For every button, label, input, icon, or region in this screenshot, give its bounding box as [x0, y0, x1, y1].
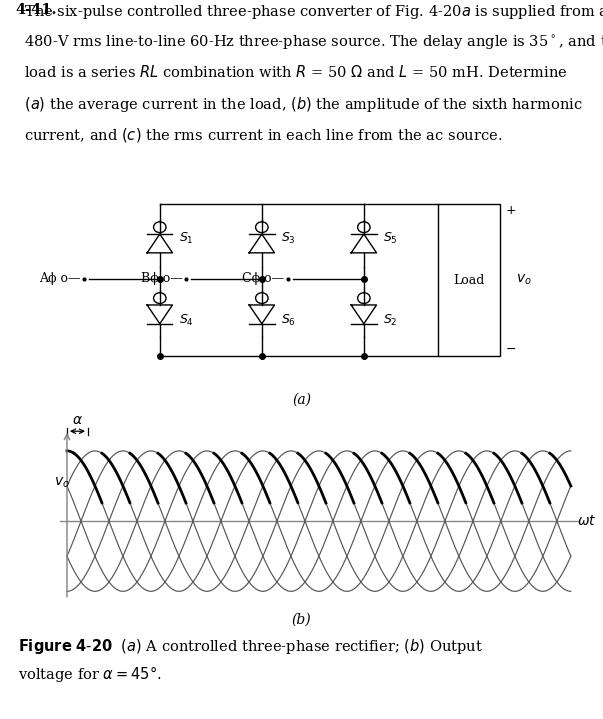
- Text: $(a)$ the average current in the load, $(b)$ the amplitude of the sixth harmonic: $(a)$ the average current in the load, $…: [15, 95, 583, 114]
- Text: The six-pulse controlled three-phase converter of Fig. 4-20$a$ is supplied from : The six-pulse controlled three-phase con…: [15, 4, 603, 22]
- Text: $v_o$: $v_o$: [516, 273, 531, 288]
- Bar: [438, 204, 500, 356]
- Text: −: −: [505, 343, 516, 356]
- Text: $S_4$: $S_4$: [179, 313, 194, 328]
- Text: $S_2$: $S_2$: [384, 313, 398, 328]
- Text: $S_3$: $S_3$: [282, 232, 296, 247]
- Text: Load: Load: [453, 274, 484, 287]
- Text: load is a series $RL$ combination with $R$ = 50 $\Omega$ and $L$ = 50 mH. Determ: load is a series $RL$ combination with $…: [15, 65, 567, 81]
- Text: $S_5$: $S_5$: [384, 232, 398, 247]
- Text: $\alpha$: $\alpha$: [72, 413, 83, 427]
- Text: $\omega t$: $\omega t$: [576, 514, 596, 528]
- Text: 480-V rms line-to-line 60-Hz three-phase source. The delay angle is 35$^\circ$, : 480-V rms line-to-line 60-Hz three-phase…: [15, 34, 603, 52]
- Text: +: +: [505, 204, 516, 217]
- Text: (b): (b): [292, 613, 311, 627]
- Text: (a): (a): [292, 393, 311, 407]
- Text: Aϕ o—: Aϕ o—: [39, 273, 80, 285]
- Text: Cϕ o—: Cϕ o—: [242, 273, 285, 285]
- Text: $S_1$: $S_1$: [179, 232, 194, 247]
- Text: $S_6$: $S_6$: [282, 313, 296, 328]
- Text: 4-41.: 4-41.: [15, 4, 57, 17]
- Text: $v_o$: $v_o$: [54, 475, 70, 490]
- Text: Bϕ o—: Bϕ o—: [140, 273, 183, 285]
- Text: current, and $(c)$ the rms current in each line from the ac source.: current, and $(c)$ the rms current in ea…: [15, 126, 502, 144]
- Text: $\mathbf{Figure\ 4\text{-}20}$  $(a)$ A controlled three-phase rectifier; $(b)$ : $\mathbf{Figure\ 4\text{-}20}$ $(a)$ A c…: [18, 637, 483, 684]
